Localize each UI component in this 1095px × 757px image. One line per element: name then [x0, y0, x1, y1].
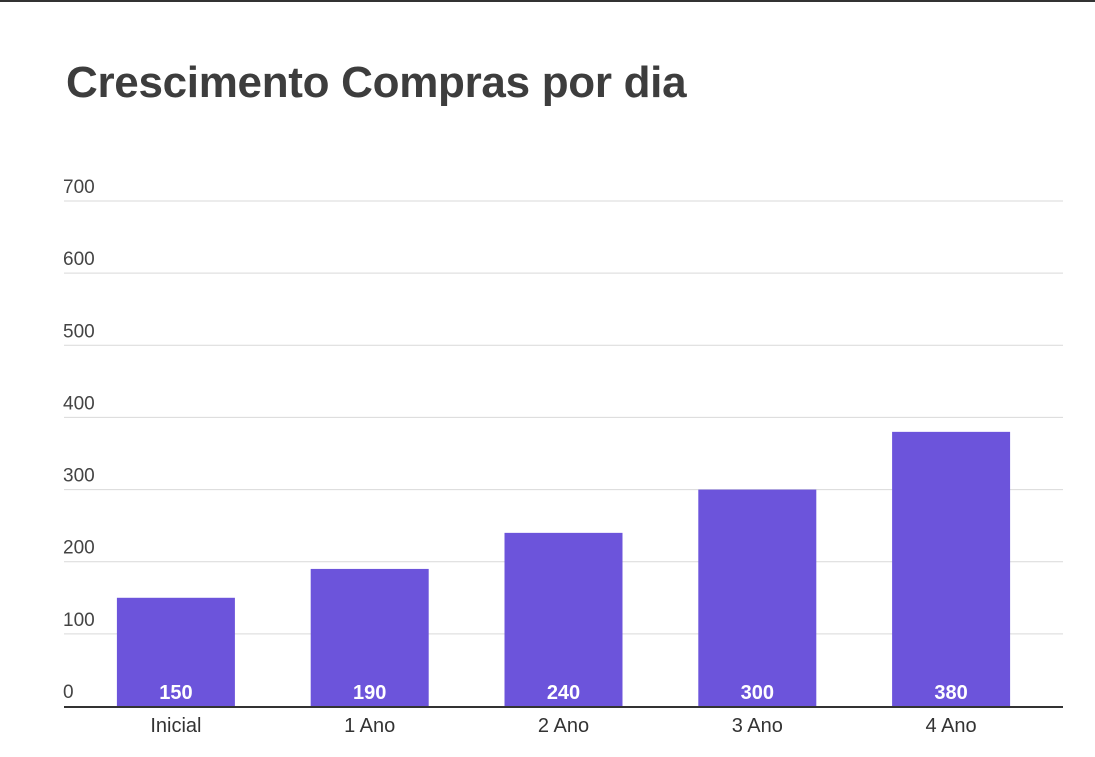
y-tick-label-0: 0 — [63, 682, 74, 703]
data-label-1-ano: 190 — [353, 682, 386, 704]
y-tick-label-600: 600 — [63, 249, 95, 270]
bars — [116, 431, 1011, 706]
y-tick-label-400: 400 — [63, 393, 95, 414]
y-tick-label-100: 100 — [63, 610, 95, 631]
data-label-3-ano: 300 — [741, 682, 774, 704]
x-tick-label-4-ano: 4 Ano — [926, 715, 977, 737]
y-tick-label-300: 300 — [63, 466, 95, 487]
bar-1-ano — [310, 568, 429, 706]
x-axis-tick-labels: Inicial 1 Ano 2 Ano 3 Ano 4 Ano — [150, 715, 976, 737]
y-tick-label-500: 500 — [63, 321, 95, 342]
bar-4-ano — [892, 431, 1011, 706]
bar-2-ano — [504, 532, 623, 706]
data-label-inicial: 150 — [159, 682, 192, 704]
y-tick-label-700: 700 — [63, 177, 95, 198]
x-tick-label-2-ano: 2 Ano — [538, 715, 589, 737]
x-tick-label-3-ano: 3 Ano — [732, 715, 783, 737]
bar-inicial — [116, 597, 235, 706]
data-labels: 150 190 240 300 380 — [159, 682, 968, 704]
data-label-4-ano: 380 — [934, 682, 967, 704]
x-tick-label-inicial: Inicial — [150, 715, 201, 737]
y-axis-tick-labels: 0 100 200 300 400 500 600 700 — [63, 177, 95, 703]
bar-3-ano — [698, 489, 817, 706]
chart-title: Crescimento Compras por dia — [66, 58, 687, 107]
data-label-2-ano: 240 — [547, 682, 580, 704]
top-border-line — [0, 0, 1095, 2]
x-tick-label-1-ano: 1 Ano — [344, 715, 395, 737]
y-tick-label-200: 200 — [63, 538, 95, 559]
